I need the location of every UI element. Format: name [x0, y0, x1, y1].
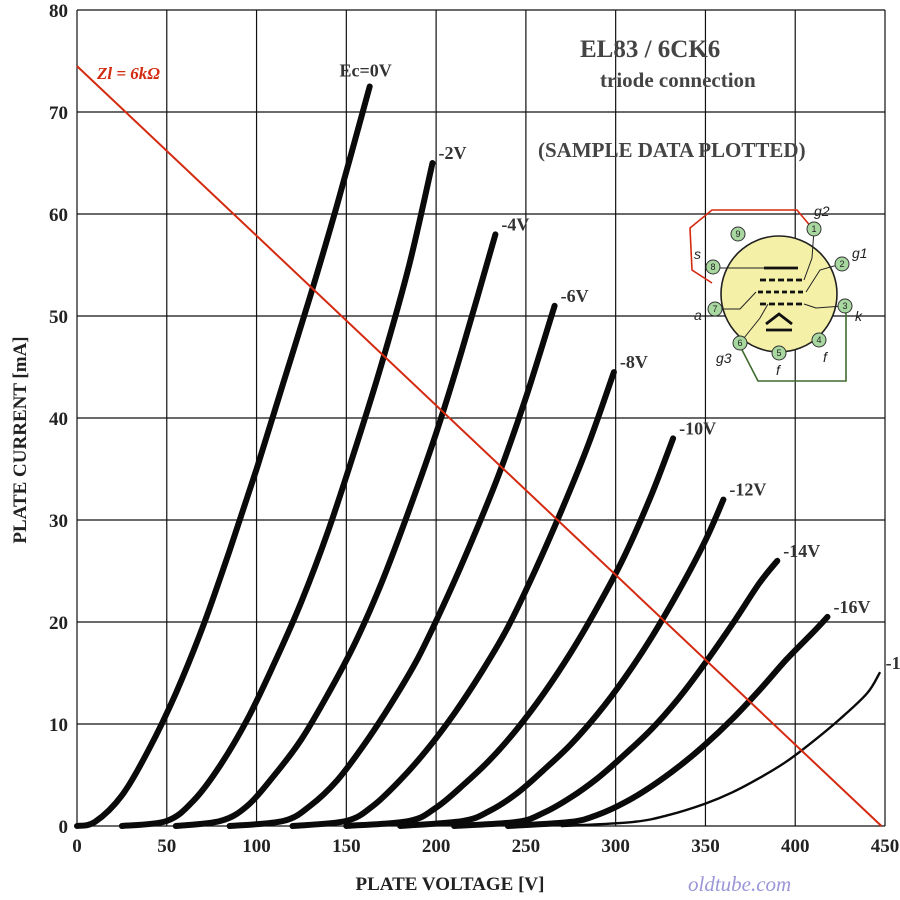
y-axis-label: PLATE CURRENT [mA] — [10, 336, 31, 543]
y-tick-label: 50 — [49, 307, 68, 328]
curve-label: -12V — [729, 480, 766, 500]
chart-title: EL83 / 6CK6 — [580, 36, 720, 63]
pin-name-a: a — [694, 307, 702, 323]
internal-wires — [713, 229, 844, 344]
curve-label: -16V — [834, 597, 871, 617]
curve-0v — [74, 83, 373, 829]
x-tick-label: 450 — [871, 836, 900, 857]
electrode-symbol — [758, 266, 806, 332]
y-tick-label: 20 — [49, 613, 68, 634]
svg-text:5: 5 — [776, 348, 781, 358]
curve-minus-16v — [504, 613, 831, 829]
curve-minus-10v — [343, 435, 677, 829]
x-tick-label: 300 — [601, 836, 630, 857]
curve-label: -8V — [620, 352, 648, 372]
x-tick-label: 100 — [242, 836, 271, 857]
tube-pinout-diagram: 1 2 3 4 5 6 7 8 9 g2 g1 k f f g3 a s — [689, 203, 868, 382]
svg-text:1: 1 — [811, 224, 816, 234]
credit-text: oldtube.com — [688, 872, 791, 896]
curve-label: -4V — [501, 214, 529, 234]
curve-minus-2v — [118, 160, 436, 829]
pin-9: 9 — [730, 226, 746, 242]
curve-label: -14V — [783, 541, 820, 561]
y-tick-label: 60 — [49, 205, 68, 226]
svg-text:8: 8 — [710, 262, 715, 272]
pin-4: 4 — [811, 332, 827, 348]
x-tick-label: 200 — [422, 836, 451, 857]
pin-5: 5 — [771, 345, 787, 361]
svg-text:6: 6 — [737, 338, 742, 348]
curve-label: Ec=0V — [340, 61, 392, 81]
curve-minus-8v — [289, 369, 617, 829]
x-tick-label: 150 — [332, 836, 361, 857]
cathode-wire — [739, 312, 847, 382]
pin-name-s: s — [694, 246, 701, 262]
svg-text:4: 4 — [816, 335, 821, 345]
x-tick-label: 0 — [72, 836, 82, 857]
load-line-group — [76, 65, 883, 827]
curve-label: -6V — [561, 286, 589, 306]
pin-3: 3 — [837, 298, 853, 314]
pin-name-f-5: f — [776, 362, 782, 378]
pin-1: 1 — [806, 221, 822, 237]
x-tick-label: 250 — [512, 836, 541, 857]
load-line-label: Zl = 6kΩ — [96, 64, 160, 83]
x-tick-label: 400 — [781, 836, 810, 857]
curve-minus-6v — [226, 302, 558, 829]
curve-label: -18V — [886, 653, 900, 673]
curve-minus-4v — [172, 231, 499, 829]
curve-label: -2V — [439, 143, 467, 163]
y-tick-label: 0 — [59, 817, 69, 838]
chart-note: (SAMPLE DATA PLOTTED) — [538, 138, 806, 162]
pin-6: 6 — [732, 335, 748, 351]
y-tick-label: 70 — [49, 103, 68, 124]
y-tick-label: 40 — [49, 409, 68, 430]
y-tick-label: 10 — [49, 715, 68, 736]
curve-minus-12v — [397, 496, 727, 829]
pin-name-g2: g2 — [814, 203, 830, 219]
pin-name-g3: g3 — [716, 350, 732, 366]
pin-8: 8 — [705, 259, 721, 275]
x-tick-label: 50 — [157, 836, 176, 857]
pin-2: 2 — [834, 256, 850, 272]
svg-text:2: 2 — [839, 259, 844, 269]
x-tick-label: 350 — [691, 836, 720, 857]
y-tick-label: 80 — [49, 1, 68, 22]
load-line — [76, 65, 883, 827]
curve-minus-14v — [451, 557, 781, 829]
pin-7: 7 — [707, 301, 723, 317]
svg-text:7: 7 — [712, 304, 717, 314]
chart-subtitle: triode connection — [600, 68, 756, 92]
y-tick-label: 30 — [49, 511, 68, 532]
pin-name-g1: g1 — [852, 245, 868, 261]
curve-label: -10V — [679, 418, 716, 438]
tick-labels: 0 50 100 150 200 250 300 350 400 450 0 10 20 30 40 50 60… — [49, 1, 899, 857]
grid — [76, 9, 886, 827]
curve-minus-18v — [560, 671, 881, 828]
curves: Ec=0V -2V -4V -6V -8V -10V -12V -14V -16V -18V — [74, 61, 900, 829]
x-axis-label: PLATE VOLTAGE [V] — [356, 874, 545, 895]
svg-text:9: 9 — [735, 229, 740, 239]
pin-name-f-4: f — [823, 349, 829, 365]
pin-name-k: k — [855, 308, 863, 324]
svg-text:3: 3 — [842, 301, 847, 311]
screen-wire — [689, 209, 813, 284]
